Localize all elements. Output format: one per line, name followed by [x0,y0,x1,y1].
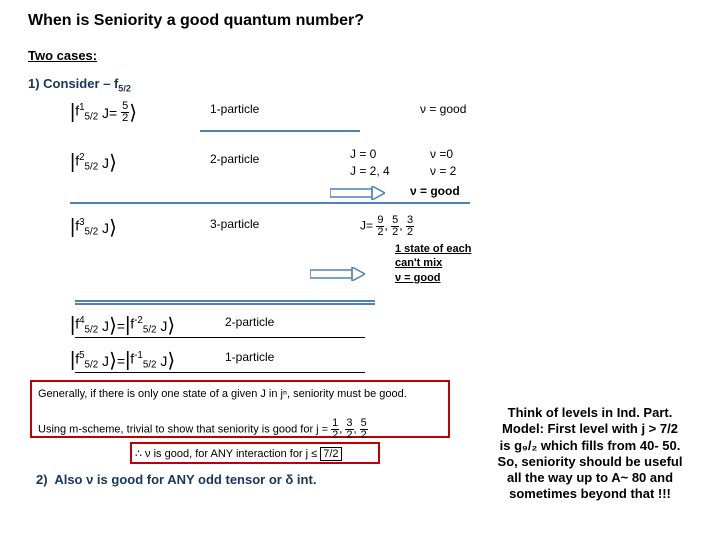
tf-pre: ∴ ν is good, for ANY interaction for j ≤ [135,448,320,460]
mf0d: 2 [331,430,339,441]
sn-l2: ν = good [395,271,471,285]
nu2-l0: ν =0 [430,146,456,163]
ket4b-sub: 5/2 [143,325,157,336]
general-text: Generally, if there is only one state of… [38,388,443,400]
ket1-frac-d: 2 [121,113,129,124]
case-1-sub: 5/2 [118,84,131,94]
label-2particle-a: 2-particle [210,152,259,166]
case-2-heading: 2) Also ν is good for ANY odd tensor or … [36,472,316,487]
sn-l0: 1 state of each [395,242,471,256]
nl0: Think of levels in Ind. Part. [470,405,710,421]
ket5b-sup: -1 [134,350,143,361]
ket1-sub: 5/2 [85,112,99,123]
nl4: all the way up to A~ 80 and [470,470,710,486]
j-vals-2: J = 0 J = 2, 4 [350,146,390,180]
ket-2: | f25/2 J ⟩ [70,150,117,175]
ket4-sub: 5/2 [85,325,99,336]
ket2-sub: 5/2 [85,162,99,173]
ket-5: | f55/2 J⟩ = | f-15/2 J⟩ [70,348,175,373]
nu-good-2: ν = good [410,184,460,198]
ket4b-sup: -2 [134,315,143,326]
nu-good-1: ν = good [420,102,466,116]
ket-row-4: | f45/2 J⟩ = | f-25/2 J⟩ [70,313,175,338]
one-state-note: 1 state of each can't mix ν = good [395,242,471,285]
ket-4: | f45/2 J⟩ = | f-25/2 J⟩ [70,313,175,338]
nu2-l1: ν = 2 [430,163,456,180]
case-1-heading: 1) Consider – f5/2 [28,76,131,94]
mscheme-text: Using m-scheme, trivial to show that sen… [38,418,368,441]
mf2d: 2 [360,430,368,441]
c2-pre: 2) [36,472,48,487]
f30d: 2 [376,227,384,238]
tf-box: 7/2 [320,447,341,461]
ket-row-3: | f35/2 J ⟩ [70,215,117,240]
thin-line-1 [75,337,365,338]
ket-row-1: | f15/2 J= 52 ⟩ [70,100,137,125]
ms-txt: Using m-scheme, trivial to show that sen… [38,423,328,435]
label-2particle-b: 2-particle [225,315,274,329]
f32d: 2 [406,227,414,238]
j-fracs-3: J= 92, 52, 32 [360,215,414,238]
page-title: When is Seniority a good quantum number? [28,12,364,30]
j3-eq: J= [360,219,373,233]
ket-row-5: | f55/2 J⟩ = | f-15/2 J⟩ [70,348,175,373]
case-1-text: 1) Consider – f [28,76,118,91]
ket-row-2: | f25/2 J ⟩ [70,150,117,175]
nl3: So, seniority should be useful [470,454,710,470]
sn-l1: can't mix [395,256,471,270]
nl5: sometimes beyond that !!! [470,486,710,502]
nl2: is g₉/₂ which fills from 40- 50. [470,438,710,454]
ket5b-sub: 5/2 [143,360,157,371]
nu-vals-2: ν =0 ν = 2 [430,146,456,180]
label-1particle-b: 1-particle [225,350,274,364]
sep-bar-3a [75,300,375,302]
sep-bar-1 [200,130,360,132]
ket-1: | f15/2 J= 52 ⟩ [70,100,137,125]
label-1particle-a: 1-particle [210,102,259,116]
sep-bar-2 [70,202,470,204]
ket-3: | f35/2 J ⟩ [70,215,117,240]
mf1d: 2 [345,430,353,441]
side-note: Think of levels in Ind. Part. Model: Fir… [470,405,710,503]
c2-txt: Also ν is good for ANY odd tensor or δ i… [54,472,316,487]
therefore-text: ∴ ν is good, for ANY interaction for j ≤… [135,447,342,460]
j2-l1: J = 2, 4 [350,163,390,180]
arrow-1 [330,186,385,200]
ket3-sub: 5/2 [85,227,99,238]
j2-l0: J = 0 [350,146,390,163]
thin-line-2 [75,372,365,373]
ket5-sub: 5/2 [85,360,99,371]
two-cases-subtitle: Two cases: [28,48,97,63]
sep-bar-3b [75,303,375,305]
nl1: Model: First level with j > 7/2 [470,421,710,437]
label-3particle: 3-particle [210,217,259,231]
f31d: 2 [391,227,399,238]
arrow-2 [310,267,365,281]
